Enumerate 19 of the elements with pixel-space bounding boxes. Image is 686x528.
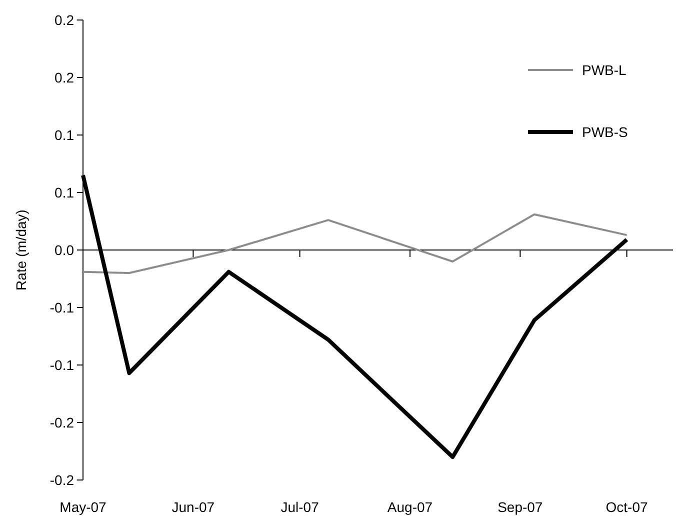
y-tick-label: 0.1 [54, 126, 74, 143]
y-tick-label: 0.1 [54, 184, 74, 200]
y-tick-label: 0.0 [54, 242, 74, 258]
x-tick-label: Aug-07 [387, 499, 433, 515]
legend-label: PWB-L [582, 62, 627, 78]
legend-label: PWB-S [582, 124, 628, 140]
y-tick-label: -0.2 [50, 472, 74, 488]
x-tick-label: May-07 [60, 499, 107, 515]
y-tick-label: -0.2 [50, 414, 74, 430]
y-axis-title: Rate (m/day) [13, 210, 29, 290]
y-tick-label: -0.1 [50, 356, 74, 373]
x-tick-label: Jul-07 [280, 499, 320, 515]
x-tick-label: Jun-07 [172, 499, 215, 515]
y-tick-label: 0.2 [54, 12, 74, 28]
x-tick-label: Oct-07 [606, 499, 648, 515]
line-series [82, 213, 628, 274]
y-tick-label: -0.1 [50, 299, 74, 316]
y-tick-label: 0.2 [54, 69, 74, 86]
x-tick-label: Sep-07 [498, 499, 543, 515]
